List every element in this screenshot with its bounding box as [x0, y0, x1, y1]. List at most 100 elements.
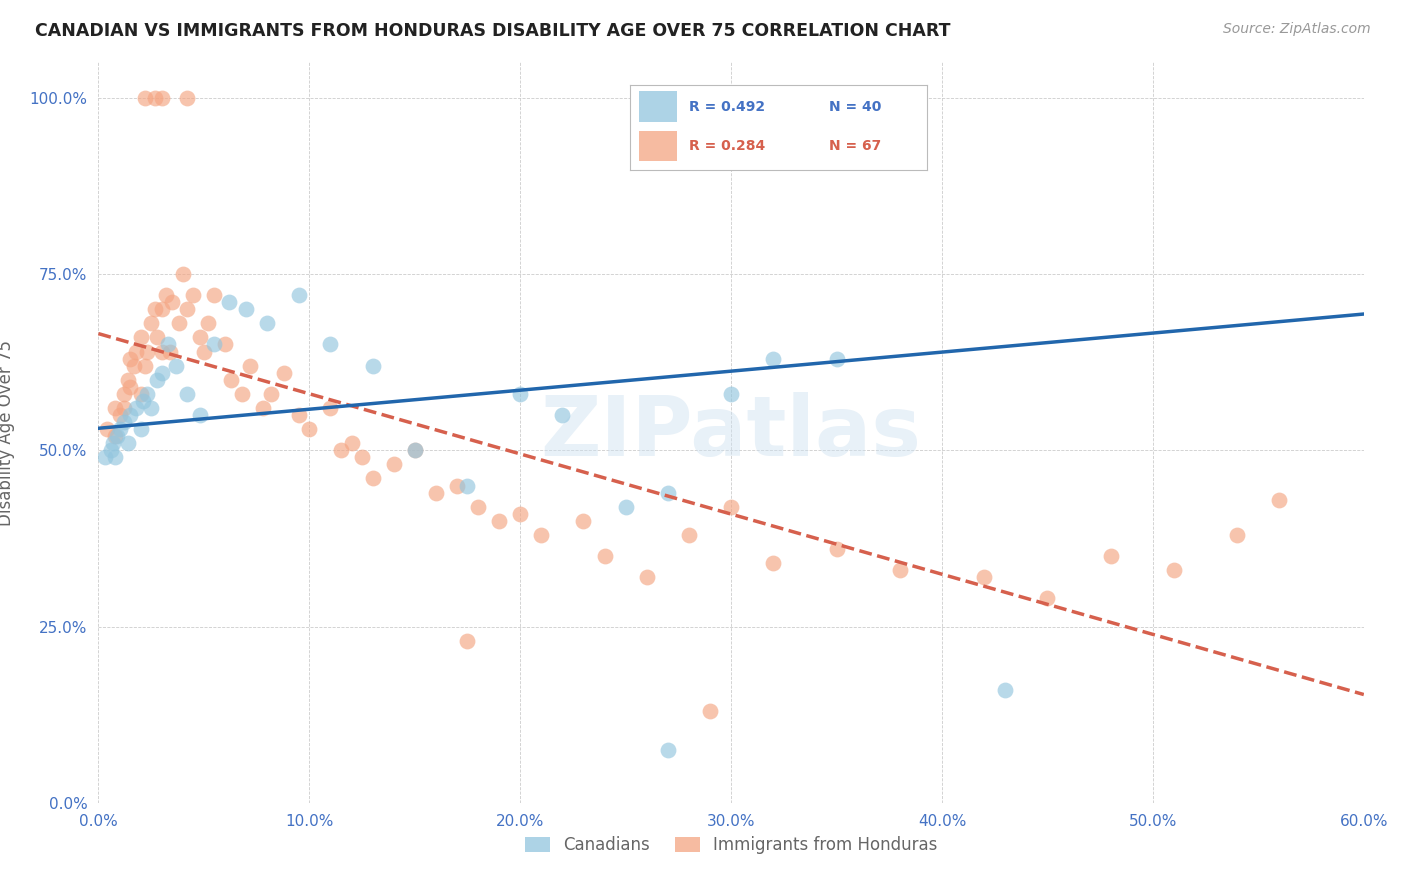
Point	[204, 288, 226, 302]
Point	[762, 351, 785, 366]
Point	[197, 316, 219, 330]
Point	[973, 570, 995, 584]
Point	[488, 514, 510, 528]
Point	[572, 514, 595, 528]
Point	[104, 401, 127, 415]
Legend: Canadians, Immigrants from Honduras: Canadians, Immigrants from Honduras	[517, 830, 945, 861]
Point	[382, 458, 405, 472]
Point	[678, 528, 700, 542]
Point	[125, 344, 148, 359]
Point	[509, 387, 531, 401]
Point	[167, 316, 190, 330]
Point	[404, 443, 426, 458]
Point	[298, 422, 321, 436]
Point	[112, 387, 135, 401]
Point	[136, 344, 159, 359]
Point	[120, 408, 141, 422]
Point	[125, 401, 148, 415]
Point	[218, 295, 240, 310]
Bar	[638, 130, 678, 161]
Point	[129, 330, 152, 344]
Point	[193, 344, 215, 359]
Point	[172, 267, 194, 281]
Point	[720, 500, 742, 514]
Point	[636, 570, 658, 584]
Text: N = 67: N = 67	[830, 139, 882, 153]
Point	[404, 443, 426, 458]
Point	[150, 344, 173, 359]
Point	[146, 330, 169, 344]
Point	[219, 373, 243, 387]
Point	[176, 302, 198, 317]
Point	[825, 541, 848, 556]
Point	[252, 401, 274, 415]
Text: CANADIAN VS IMMIGRANTS FROM HONDURAS DISABILITY AGE OVER 75 CORRELATION CHART: CANADIAN VS IMMIGRANTS FROM HONDURAS DIS…	[35, 22, 950, 40]
Point	[273, 366, 295, 380]
Point	[1268, 492, 1291, 507]
Point	[762, 556, 785, 570]
Point	[287, 408, 309, 422]
Point	[889, 563, 911, 577]
Point	[361, 471, 384, 485]
Text: ZIPatlas: ZIPatlas	[541, 392, 921, 473]
Point	[593, 549, 616, 563]
Point	[446, 478, 468, 492]
Point	[108, 408, 131, 422]
Point	[141, 401, 163, 415]
Point	[117, 436, 139, 450]
Point	[239, 359, 262, 373]
Point	[319, 337, 342, 351]
Point	[150, 91, 173, 105]
Point	[108, 422, 131, 436]
Point	[107, 429, 129, 443]
Point	[103, 436, 125, 450]
Text: N = 40: N = 40	[830, 100, 882, 114]
Point	[204, 337, 226, 351]
Point	[134, 91, 156, 105]
Point	[96, 422, 118, 436]
Point	[134, 359, 156, 373]
Point	[456, 478, 478, 492]
Text: R = 0.492: R = 0.492	[689, 100, 765, 114]
Point	[100, 443, 122, 458]
Point	[699, 704, 721, 718]
Point	[93, 450, 117, 465]
Point	[176, 387, 198, 401]
Point	[150, 366, 173, 380]
Point	[214, 337, 236, 351]
Point	[150, 302, 173, 317]
Point	[176, 91, 198, 105]
Point	[159, 344, 181, 359]
Point	[112, 415, 135, 429]
Point	[104, 450, 127, 465]
Point	[319, 401, 342, 415]
Point	[260, 387, 283, 401]
Text: Source: ZipAtlas.com: Source: ZipAtlas.com	[1223, 22, 1371, 37]
Point	[340, 436, 363, 450]
Point	[614, 500, 637, 514]
Point	[1163, 563, 1185, 577]
Point	[509, 507, 531, 521]
Point	[1226, 528, 1249, 542]
Point	[136, 387, 159, 401]
Point	[112, 401, 135, 415]
Point	[129, 387, 152, 401]
Point	[352, 450, 374, 465]
Point	[166, 359, 188, 373]
Point	[129, 422, 152, 436]
Point	[124, 359, 146, 373]
Point	[994, 683, 1017, 698]
Point	[231, 387, 253, 401]
Point	[361, 359, 384, 373]
Point	[183, 288, 205, 302]
Point	[1099, 549, 1122, 563]
Point	[188, 408, 211, 422]
Point	[456, 633, 478, 648]
Point	[132, 393, 155, 408]
Point	[551, 408, 574, 422]
Point	[720, 387, 742, 401]
Point	[530, 528, 553, 542]
Point	[155, 288, 177, 302]
Y-axis label: Disability Age Over 75: Disability Age Over 75	[0, 340, 15, 525]
Point	[117, 373, 139, 387]
